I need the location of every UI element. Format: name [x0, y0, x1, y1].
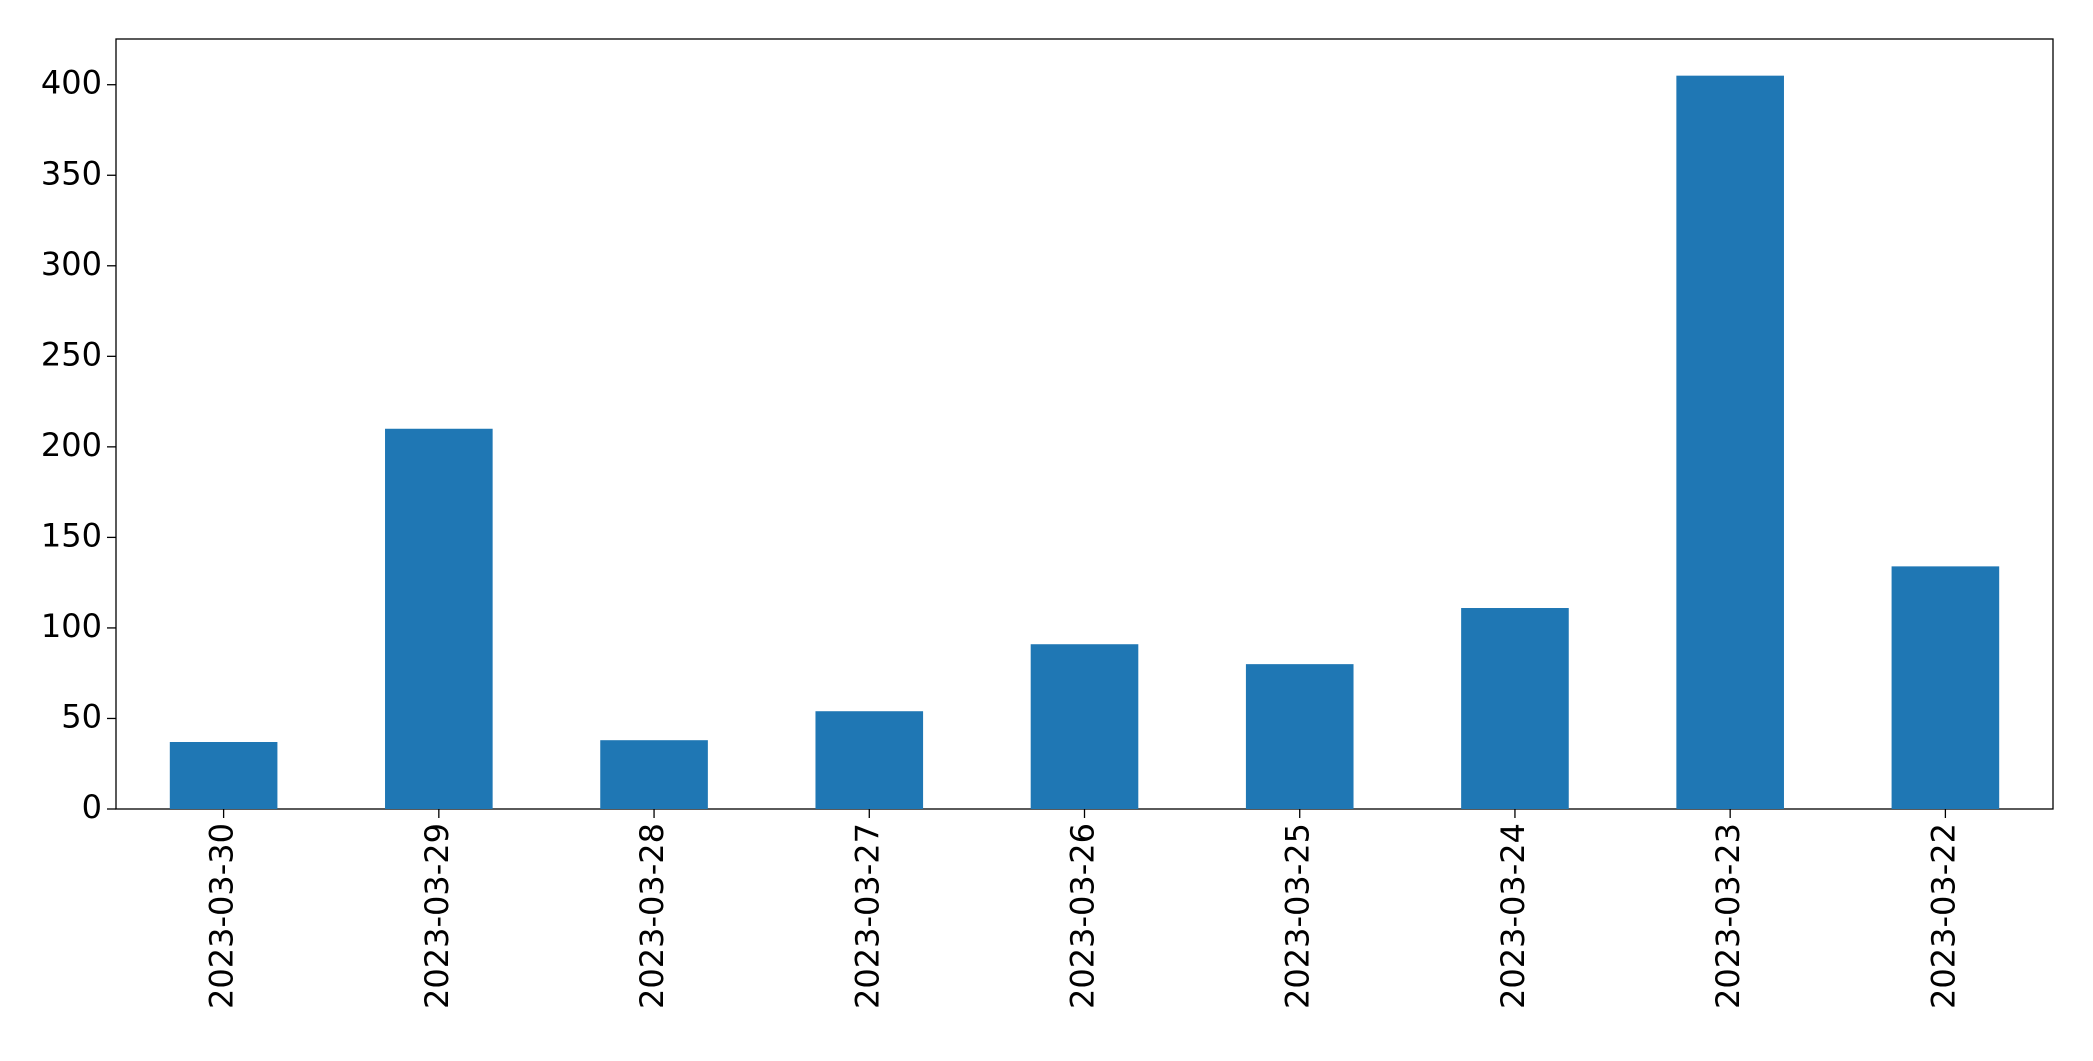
bar [815, 711, 924, 809]
bar [1676, 75, 1784, 809]
y-tick-label: 400 [41, 64, 102, 102]
y-tick-label: 100 [41, 607, 102, 645]
bar [1030, 644, 1139, 809]
y-tick-label: 250 [41, 335, 102, 373]
x-tick-label: 2023-03-26 [1064, 823, 1102, 1009]
bar [1461, 608, 1569, 809]
x-tick-label: 2023-03-25 [1279, 823, 1317, 1009]
x-tick-label: 2023-03-24 [1494, 823, 1532, 1009]
x-tick-label: 2023-03-23 [1709, 823, 1747, 1009]
bar [385, 428, 493, 809]
bar [169, 742, 278, 809]
y-tick-label: 200 [41, 426, 102, 464]
x-tick-label: 2023-03-27 [848, 823, 886, 1009]
bar [1245, 664, 1354, 809]
y-tick-label: 300 [41, 245, 102, 283]
y-tick-label: 150 [41, 516, 102, 554]
x-tick-label: 2023-03-22 [1924, 823, 1962, 1009]
bar [1891, 566, 2000, 809]
x-tick-label: 2023-03-29 [418, 823, 456, 1009]
y-tick-label: 350 [41, 154, 102, 192]
x-tick-label: 2023-03-28 [633, 823, 671, 1009]
bar [600, 740, 708, 809]
y-tick-label: 50 [61, 697, 102, 735]
x-tick-label: 2023-03-30 [203, 823, 241, 1009]
y-tick-label: 0 [82, 788, 102, 826]
